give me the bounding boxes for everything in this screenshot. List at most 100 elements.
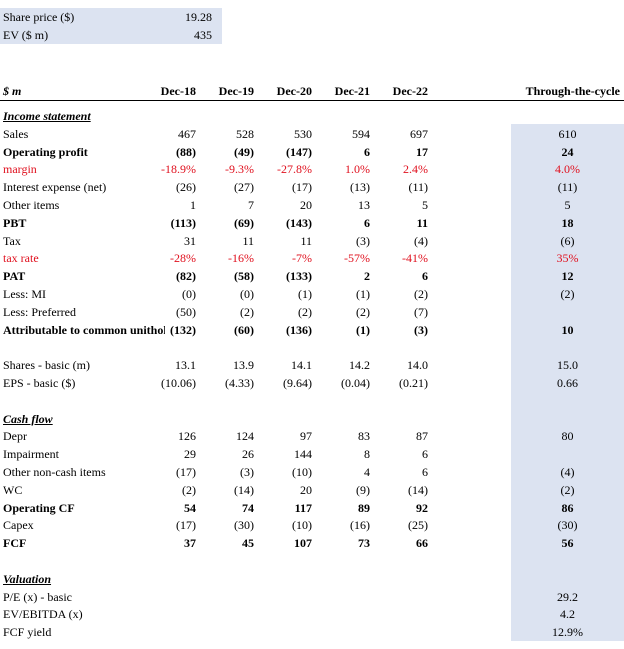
ttc-value[interactable]: 5 [564, 198, 571, 212]
cell-value[interactable]: -57% [344, 251, 370, 266]
cell-value[interactable]: (113) [170, 215, 196, 230]
ttc-value[interactable]: (2) [560, 287, 575, 301]
cell-value[interactable]: 5 [422, 198, 428, 212]
cell-value[interactable]: 530 [294, 126, 312, 141]
cell-value[interactable]: 6 [364, 215, 370, 230]
cell-value[interactable]: (4.33) [225, 376, 254, 390]
ttc-value[interactable]: (6) [560, 233, 575, 248]
cell-value[interactable]: (82) [176, 269, 196, 284]
cell-value[interactable]: 87 [416, 429, 428, 444]
cell-value[interactable]: (16) [350, 518, 370, 533]
cell-value[interactable]: 13.9 [233, 358, 254, 373]
ttc-value[interactable]: 86 [561, 500, 574, 515]
ttc-value[interactable]: 610 [558, 126, 577, 141]
cell-value[interactable]: (9.64) [283, 376, 312, 390]
cell-value[interactable]: (50) [176, 304, 196, 319]
cell-value[interactable]: 6 [364, 144, 370, 159]
cell-value[interactable]: 97 [300, 429, 312, 444]
cell-value[interactable]: 20 [300, 482, 312, 497]
cell-value[interactable]: 117 [294, 500, 312, 515]
cell-value[interactable]: 697 [410, 126, 428, 141]
cell-value[interactable]: (10.06) [161, 376, 196, 390]
cell-value[interactable]: 467 [178, 126, 196, 141]
cell-value[interactable]: 11 [300, 233, 312, 248]
cell-value[interactable]: 1 [190, 198, 196, 212]
cell-value[interactable]: (69) [234, 215, 254, 230]
cell-value[interactable]: (9) [356, 482, 370, 497]
cell-value[interactable]: (136) [286, 322, 312, 337]
cell-value[interactable]: 14.1 [291, 358, 312, 373]
ttc-value[interactable]: 15.0 [557, 358, 578, 373]
ttc-value[interactable]: 4.2 [560, 607, 575, 622]
cell-value[interactable]: (3) [414, 322, 428, 337]
cell-value[interactable]: (17) [176, 465, 196, 479]
cell-value[interactable]: (11) [408, 180, 428, 195]
cell-value[interactable]: 14.2 [349, 358, 370, 373]
ttc-value[interactable]: 29.2 [557, 589, 578, 604]
cell-value[interactable]: -18.9% [161, 162, 196, 177]
cell-value[interactable]: 124 [236, 429, 254, 444]
cell-value[interactable]: 126 [178, 429, 196, 444]
ttc-value[interactable]: 10 [561, 322, 574, 337]
cell-value[interactable]: (2) [298, 304, 312, 319]
cell-value[interactable]: (143) [286, 215, 312, 230]
cell-value[interactable]: 11 [416, 215, 428, 230]
cell-value[interactable]: (133) [286, 269, 312, 284]
ttc-value[interactable]: 18 [561, 215, 574, 230]
cell-value[interactable]: (88) [176, 144, 196, 159]
ttc-value[interactable]: 4.0% [555, 162, 580, 177]
cell-value[interactable]: 13 [358, 198, 370, 212]
cell-value[interactable]: (14) [234, 482, 254, 497]
cell-value[interactable]: (0) [182, 287, 196, 301]
cell-value[interactable]: (0) [240, 287, 254, 301]
cell-value[interactable]: (147) [286, 144, 312, 159]
cell-value[interactable]: 74 [242, 500, 254, 515]
cell-value[interactable]: (3) [240, 465, 254, 479]
cell-value[interactable]: (132) [170, 322, 196, 337]
cell-value[interactable]: (60) [234, 322, 254, 337]
cell-value[interactable]: 594 [352, 126, 370, 141]
cell-value[interactable]: 13.1 [175, 358, 196, 373]
cell-value[interactable]: 11 [242, 233, 254, 248]
ttc-value[interactable]: (4) [560, 465, 575, 479]
cell-value[interactable]: -28% [170, 251, 196, 266]
ttc-value[interactable]: 12 [561, 269, 574, 284]
cell-value[interactable]: (1) [356, 287, 370, 301]
cell-value[interactable]: (49) [234, 144, 254, 159]
ttc-value[interactable]: 35% [556, 251, 579, 266]
cell-value[interactable]: (2) [356, 304, 370, 319]
cell-value[interactable]: (2) [414, 287, 428, 301]
cell-value[interactable]: (17) [292, 180, 312, 195]
cell-value[interactable]: (13) [350, 180, 370, 195]
cell-value[interactable]: (10) [292, 518, 312, 533]
cell-value[interactable]: 73 [358, 536, 370, 551]
cell-value[interactable]: 17 [416, 144, 428, 159]
cell-value[interactable]: 2.4% [403, 162, 428, 177]
ttc-value[interactable]: (11) [557, 180, 578, 195]
cell-value[interactable]: 6 [422, 465, 428, 479]
cell-value[interactable]: 8 [364, 447, 370, 462]
cell-value[interactable]: (0.04) [341, 376, 370, 390]
cell-value[interactable]: -27.8% [277, 162, 312, 177]
cell-value[interactable]: (1) [298, 287, 312, 301]
ttc-value[interactable]: 56 [561, 536, 574, 551]
cell-value[interactable]: 4 [364, 465, 370, 479]
cell-value[interactable]: (14) [408, 482, 428, 497]
ttc-value[interactable]: 80 [561, 429, 574, 444]
cell-value[interactable]: (10) [292, 465, 312, 479]
cell-value[interactable]: 37 [184, 536, 196, 551]
ttc-value[interactable]: (2) [560, 482, 575, 497]
cell-value[interactable]: 2 [364, 269, 370, 284]
cell-value[interactable]: (1) [356, 322, 370, 337]
ttc-value[interactable]: (30) [557, 518, 578, 533]
cell-value[interactable]: -41% [402, 251, 428, 266]
cell-value[interactable]: 528 [236, 126, 254, 141]
cell-value[interactable]: 6 [422, 447, 428, 462]
cell-value[interactable]: 26 [242, 447, 254, 462]
cell-value[interactable]: 6 [422, 269, 428, 284]
ttc-value[interactable]: 24 [561, 144, 574, 159]
cell-value[interactable]: (25) [408, 518, 428, 533]
cell-value[interactable]: 83 [358, 429, 370, 444]
cell-value[interactable]: 29 [184, 447, 196, 462]
cell-value[interactable]: (3) [356, 233, 370, 248]
